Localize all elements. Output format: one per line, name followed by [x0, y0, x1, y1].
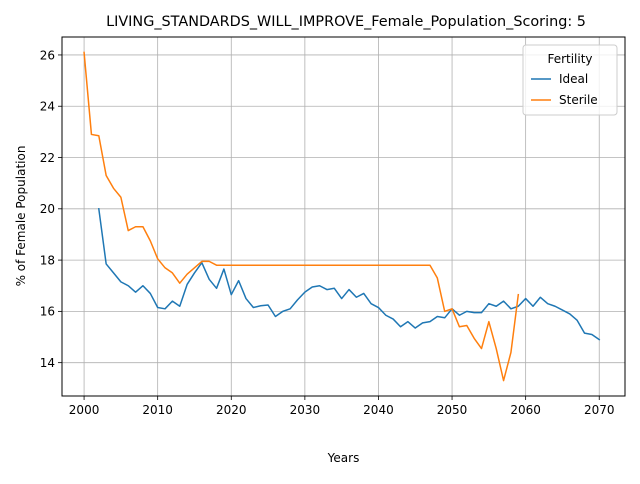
y-axis-label: % of Female Population	[14, 146, 28, 287]
x-tick-label: 2000	[69, 403, 100, 417]
x-tick-label: 2030	[290, 403, 321, 417]
y-tick-label: 14	[40, 356, 55, 370]
y-tick-label: 24	[40, 100, 55, 114]
x-tick-label: 2010	[142, 403, 173, 417]
legend: Fertility Ideal Sterile	[522, 44, 618, 116]
y-tick-label: 26	[40, 48, 55, 62]
legend-label-ideal: Ideal	[559, 72, 588, 86]
x-tick-label: 2020	[216, 403, 247, 417]
series-line-sterile	[83, 51, 520, 382]
chart-title: LIVING_STANDARDS_WILL_IMPROVE_Female_Pop…	[106, 14, 586, 30]
legend-title: Fertility	[547, 52, 592, 66]
y-tick-label: 18	[40, 253, 55, 267]
plot-lines	[83, 51, 601, 382]
x-tick-label: 2050	[437, 403, 468, 417]
x-axis-label: Years	[327, 451, 360, 465]
axis-ticks: 2000 2010 2020 2030 2040 2050 2060 2070 14 16 18 20…	[40, 48, 615, 417]
legend-box	[522, 44, 618, 116]
x-tick-label: 2070	[584, 403, 615, 417]
legend-label-sterile: Sterile	[559, 93, 598, 107]
x-tick-label: 2060	[510, 403, 541, 417]
y-tick-label: 22	[40, 151, 55, 165]
y-tick-label: 16	[40, 305, 55, 319]
y-tick-label: 20	[40, 202, 55, 216]
plot-frame	[61, 36, 626, 397]
series-line-ideal	[97, 207, 601, 341]
x-tick-label: 2040	[363, 403, 394, 417]
